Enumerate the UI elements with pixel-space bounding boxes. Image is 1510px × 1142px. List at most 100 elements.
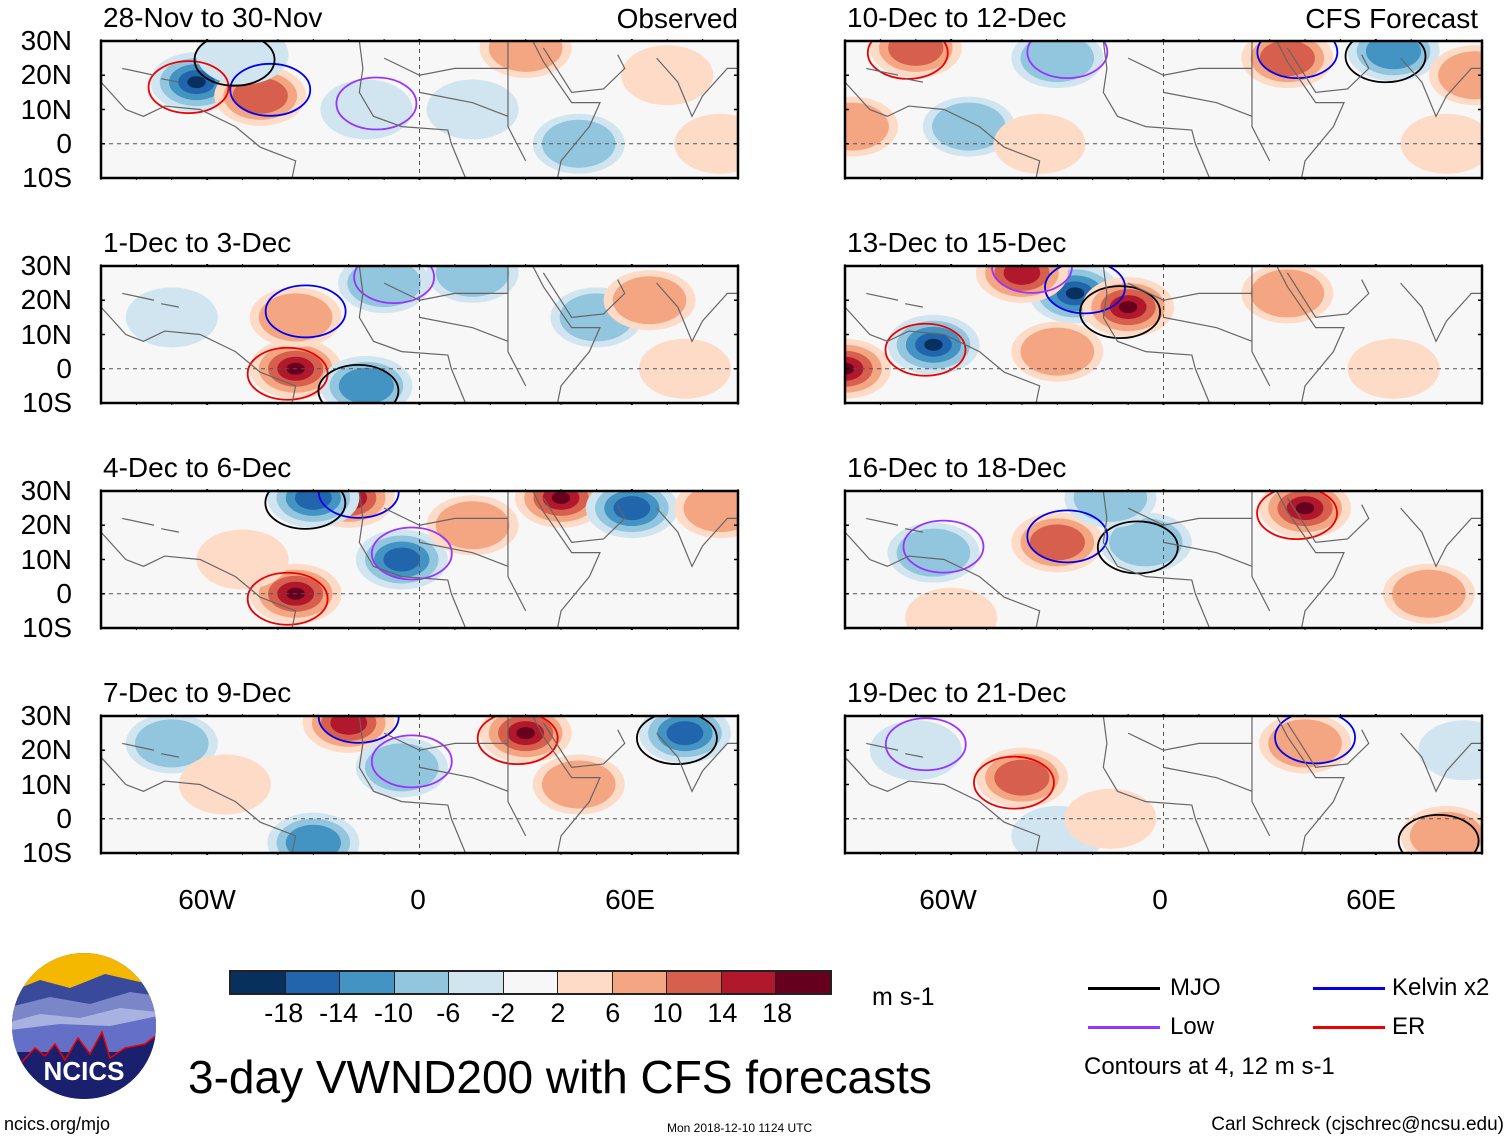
low-contour xyxy=(353,266,435,305)
low-contour xyxy=(335,76,418,131)
coastline xyxy=(845,716,1482,853)
y-tick-label: 10N xyxy=(20,318,72,350)
coastline xyxy=(101,491,738,628)
positive-anomaly-fill xyxy=(435,501,510,550)
positive-anomaly-fill xyxy=(845,102,889,151)
positive-anomaly-fill xyxy=(994,759,1050,796)
mjo-contour xyxy=(1079,285,1162,339)
negative-anomaly-fill xyxy=(1109,518,1183,567)
colorbar-tick-label: -6 xyxy=(436,998,461,1028)
panel-title: 7-Dec to 9-Dec xyxy=(103,677,292,708)
positive-anomaly-fill xyxy=(1020,327,1095,376)
y-tick-label: 0 xyxy=(56,352,72,384)
negative-anomaly-fill xyxy=(1073,491,1148,522)
positive-anomaly-fill xyxy=(905,587,998,628)
x-tick-label: 60W xyxy=(178,884,236,915)
map-panel xyxy=(843,39,1484,180)
positive-anomaly-fill xyxy=(1295,502,1315,515)
panel-title: 1-Dec to 3-Dec xyxy=(103,227,292,258)
positive-anomaly-fill xyxy=(541,760,616,809)
positive-anomaly-fill xyxy=(196,529,289,590)
legend-low-line xyxy=(1088,1026,1160,1029)
negative-anomaly-fill xyxy=(1065,287,1085,300)
colorbar-swatch xyxy=(449,972,504,993)
positive-anomaly-fill xyxy=(1029,524,1085,561)
kelvin-contour xyxy=(1274,716,1356,765)
negative-anomaly-fill xyxy=(666,721,704,746)
legend-kelvin-line xyxy=(1313,987,1385,990)
map-panel xyxy=(843,714,1484,855)
colorbar-tick-label: -2 xyxy=(491,998,516,1028)
positive-anomaly-fill xyxy=(1250,269,1325,318)
colorbar-swatch xyxy=(340,972,395,993)
y-tick-label: 20N xyxy=(20,734,72,766)
map-panel xyxy=(99,39,740,180)
footer-link[interactable]: ncics.org/mjo xyxy=(4,1114,111,1134)
negative-anomaly-fill xyxy=(134,719,209,768)
x-tick-label: 60E xyxy=(1346,884,1396,915)
colorbar-swatch xyxy=(231,972,286,993)
negative-anomaly-fill xyxy=(294,491,332,510)
colorbar-swatch xyxy=(558,972,613,993)
negative-anomaly-fill xyxy=(869,720,962,781)
positive-anomaly-fill xyxy=(674,113,738,174)
positive-anomaly-fill xyxy=(551,491,571,504)
mjo-contour xyxy=(1344,41,1427,84)
negative-anomaly-fill xyxy=(196,41,289,85)
coastline xyxy=(101,716,738,853)
er-contour xyxy=(246,571,329,626)
y-tick-label: 10S xyxy=(22,387,72,418)
mjo-contour xyxy=(193,41,276,87)
contour-note: Contours at 4, 12 m s-1 xyxy=(1084,1053,1335,1080)
er-contour xyxy=(973,755,1055,810)
negative-anomaly-fill xyxy=(924,338,943,351)
positive-anomaly-fill xyxy=(330,716,368,735)
kelvin-contour xyxy=(1256,41,1339,80)
panel-title: 4-Dec to 6-Dec xyxy=(103,452,292,483)
y-tick-label: 10N xyxy=(20,768,72,800)
er-contour xyxy=(884,322,967,377)
colorbar-swatch xyxy=(503,972,559,993)
coastline xyxy=(845,41,1482,178)
mjo-contour xyxy=(264,491,347,530)
positive-anomaly-fill xyxy=(232,77,288,114)
y-tick-label: 20N xyxy=(20,284,72,316)
coastline xyxy=(845,491,1482,628)
positive-anomaly-fill xyxy=(1438,51,1482,100)
y-tick-label: 0 xyxy=(56,802,72,834)
kelvin-contour xyxy=(229,62,312,117)
colorbar-tick-label: -14 xyxy=(319,998,359,1028)
y-tick-label: 10N xyxy=(20,543,72,575)
colorbar-swatch xyxy=(721,972,777,993)
low-contour xyxy=(902,519,985,574)
er-contour xyxy=(1256,491,1338,541)
colorbar-tick-label: 14 xyxy=(707,998,738,1028)
ncics-logo: NCICS xyxy=(12,953,156,1099)
panel-title: 28-Nov to 30-Nov xyxy=(103,2,323,33)
colorbar-swatch xyxy=(285,972,341,993)
coastline xyxy=(845,266,1482,403)
panel-title: 13-Dec to 15-Dec xyxy=(847,227,1067,258)
colorbar xyxy=(229,970,832,995)
author-credit: Carl Schreck (cjschrec@ncsu.edu) xyxy=(1211,1114,1504,1135)
low-contour xyxy=(370,526,453,581)
mjo-contour xyxy=(317,363,400,403)
negative-anomaly-fill xyxy=(541,119,616,168)
y-tick-label: 0 xyxy=(56,127,72,159)
x-tick-label: 0 xyxy=(410,884,426,915)
colorbar-tick-label: 6 xyxy=(605,998,621,1028)
negative-anomaly-fill xyxy=(285,824,341,853)
positive-anomaly-fill xyxy=(612,276,687,325)
observed-tag: Observed xyxy=(616,3,738,34)
colorbar-tick-label: 18 xyxy=(762,998,793,1028)
logo-text: NCICS xyxy=(44,1056,125,1086)
map-panel xyxy=(843,264,1484,405)
y-tick-label: 0 xyxy=(56,577,72,609)
y-tick-label: 20N xyxy=(20,59,72,91)
coastline xyxy=(101,266,738,403)
positive-anomaly-fill xyxy=(638,338,731,399)
negative-anomaly-fill xyxy=(932,102,1006,151)
mjo-contour xyxy=(1397,813,1480,853)
negative-anomaly-fill xyxy=(320,79,413,140)
colorbar-tick-label: 10 xyxy=(652,998,683,1028)
